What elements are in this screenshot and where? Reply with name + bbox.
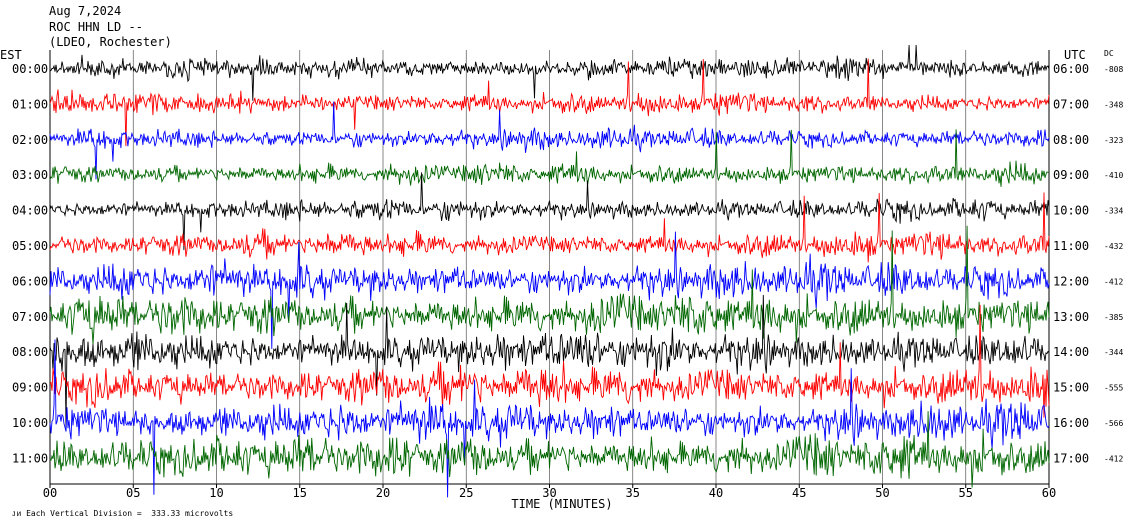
header-network: (LDEO, Rochester): [49, 35, 172, 49]
right-time-label: 13:00: [1053, 310, 1089, 324]
left-time-label: 04:00: [12, 204, 48, 218]
right-time-label: 11:00: [1053, 239, 1089, 253]
trace-row-3: [49, 129, 1050, 187]
right-time-label: 12:00: [1053, 274, 1089, 288]
x-tick-label: 10: [209, 486, 223, 500]
right-time-label: 07:00: [1053, 97, 1089, 111]
trace-row-9: [49, 304, 1050, 418]
header-date: Aug 7,2024: [49, 4, 122, 18]
dc-value: -412: [1104, 454, 1123, 463]
footer-scale-icon: ᴊᴎ: [11, 509, 27, 518]
right-time-label: 10:00: [1053, 204, 1089, 218]
x-tick-label: 40: [709, 486, 723, 500]
left-timezone-label: EST: [0, 48, 22, 62]
footer-scale-note: ᴊᴎ Each Vertical Division = 333.33 micro…: [2, 500, 234, 519]
right-time-label: 15:00: [1053, 381, 1089, 395]
x-tick-label: 30: [542, 486, 556, 500]
dc-value: -344: [1104, 348, 1123, 357]
trace-row-11: [49, 411, 1050, 488]
x-tick-label: 45: [792, 486, 806, 500]
trace-row-4: [49, 172, 1050, 251]
trace-row-2: [49, 101, 1050, 180]
dc-value: -808: [1104, 65, 1123, 74]
left-time-label: 08:00: [12, 345, 48, 359]
x-tick-label: 25: [459, 486, 473, 500]
x-tick-label: 20: [376, 486, 390, 500]
x-tick-label: 60: [1042, 486, 1056, 500]
right-time-label: 08:00: [1053, 133, 1089, 147]
right-time-label: 17:00: [1053, 451, 1089, 465]
right-time-label: 06:00: [1053, 62, 1089, 76]
trace-row-7: [49, 225, 1050, 345]
left-time-label: 10:00: [12, 416, 48, 430]
left-time-label: 03:00: [12, 168, 48, 182]
dc-value: -323: [1104, 136, 1123, 145]
right-time-label: 09:00: [1053, 168, 1089, 182]
left-time-label: 11:00: [12, 451, 48, 465]
right-time-label: 16:00: [1053, 416, 1089, 430]
x-tick-label: 35: [626, 486, 640, 500]
dc-label: DC: [1104, 49, 1114, 58]
right-timezone-label: UTC: [1064, 48, 1086, 62]
dc-value: -412: [1104, 277, 1123, 286]
right-time-label: 14:00: [1053, 345, 1089, 359]
dc-value: -348: [1104, 100, 1123, 109]
left-time-label: 06:00: [12, 274, 48, 288]
trace-row-8: [49, 294, 1050, 428]
left-time-label: 05:00: [12, 239, 48, 253]
left-time-label: 09:00: [12, 381, 48, 395]
dc-value: -385: [1104, 313, 1123, 322]
dc-value: -432: [1104, 242, 1123, 251]
left-time-label: 01:00: [12, 97, 48, 111]
trace-row-0: [49, 44, 1050, 101]
left-time-label: 02:00: [12, 133, 48, 147]
trace-row-5: [49, 192, 1050, 263]
trace-row-1: [49, 58, 1050, 147]
x-tick-label: 55: [959, 486, 973, 500]
x-tick-label: 15: [293, 486, 307, 500]
trace-row-10: [49, 339, 1050, 498]
footer-scale-text: Each Vertical Division = 333.33 microvol…: [26, 509, 234, 518]
dc-value: -566: [1104, 419, 1123, 428]
left-time-label: 00:00: [12, 62, 48, 76]
x-axis-label: TIME (MINUTES): [511, 497, 612, 511]
dc-value: -555: [1104, 384, 1123, 393]
trace-row-6: [49, 231, 1050, 349]
x-tick-label: 05: [126, 486, 140, 500]
dc-value: -410: [1104, 171, 1123, 180]
x-tick-label: 50: [875, 486, 889, 500]
header-station: ROC HHN LD --: [49, 20, 143, 34]
x-tick-label: 00: [43, 486, 57, 500]
left-time-label: 07:00: [12, 310, 48, 324]
dc-value: -334: [1104, 207, 1123, 216]
